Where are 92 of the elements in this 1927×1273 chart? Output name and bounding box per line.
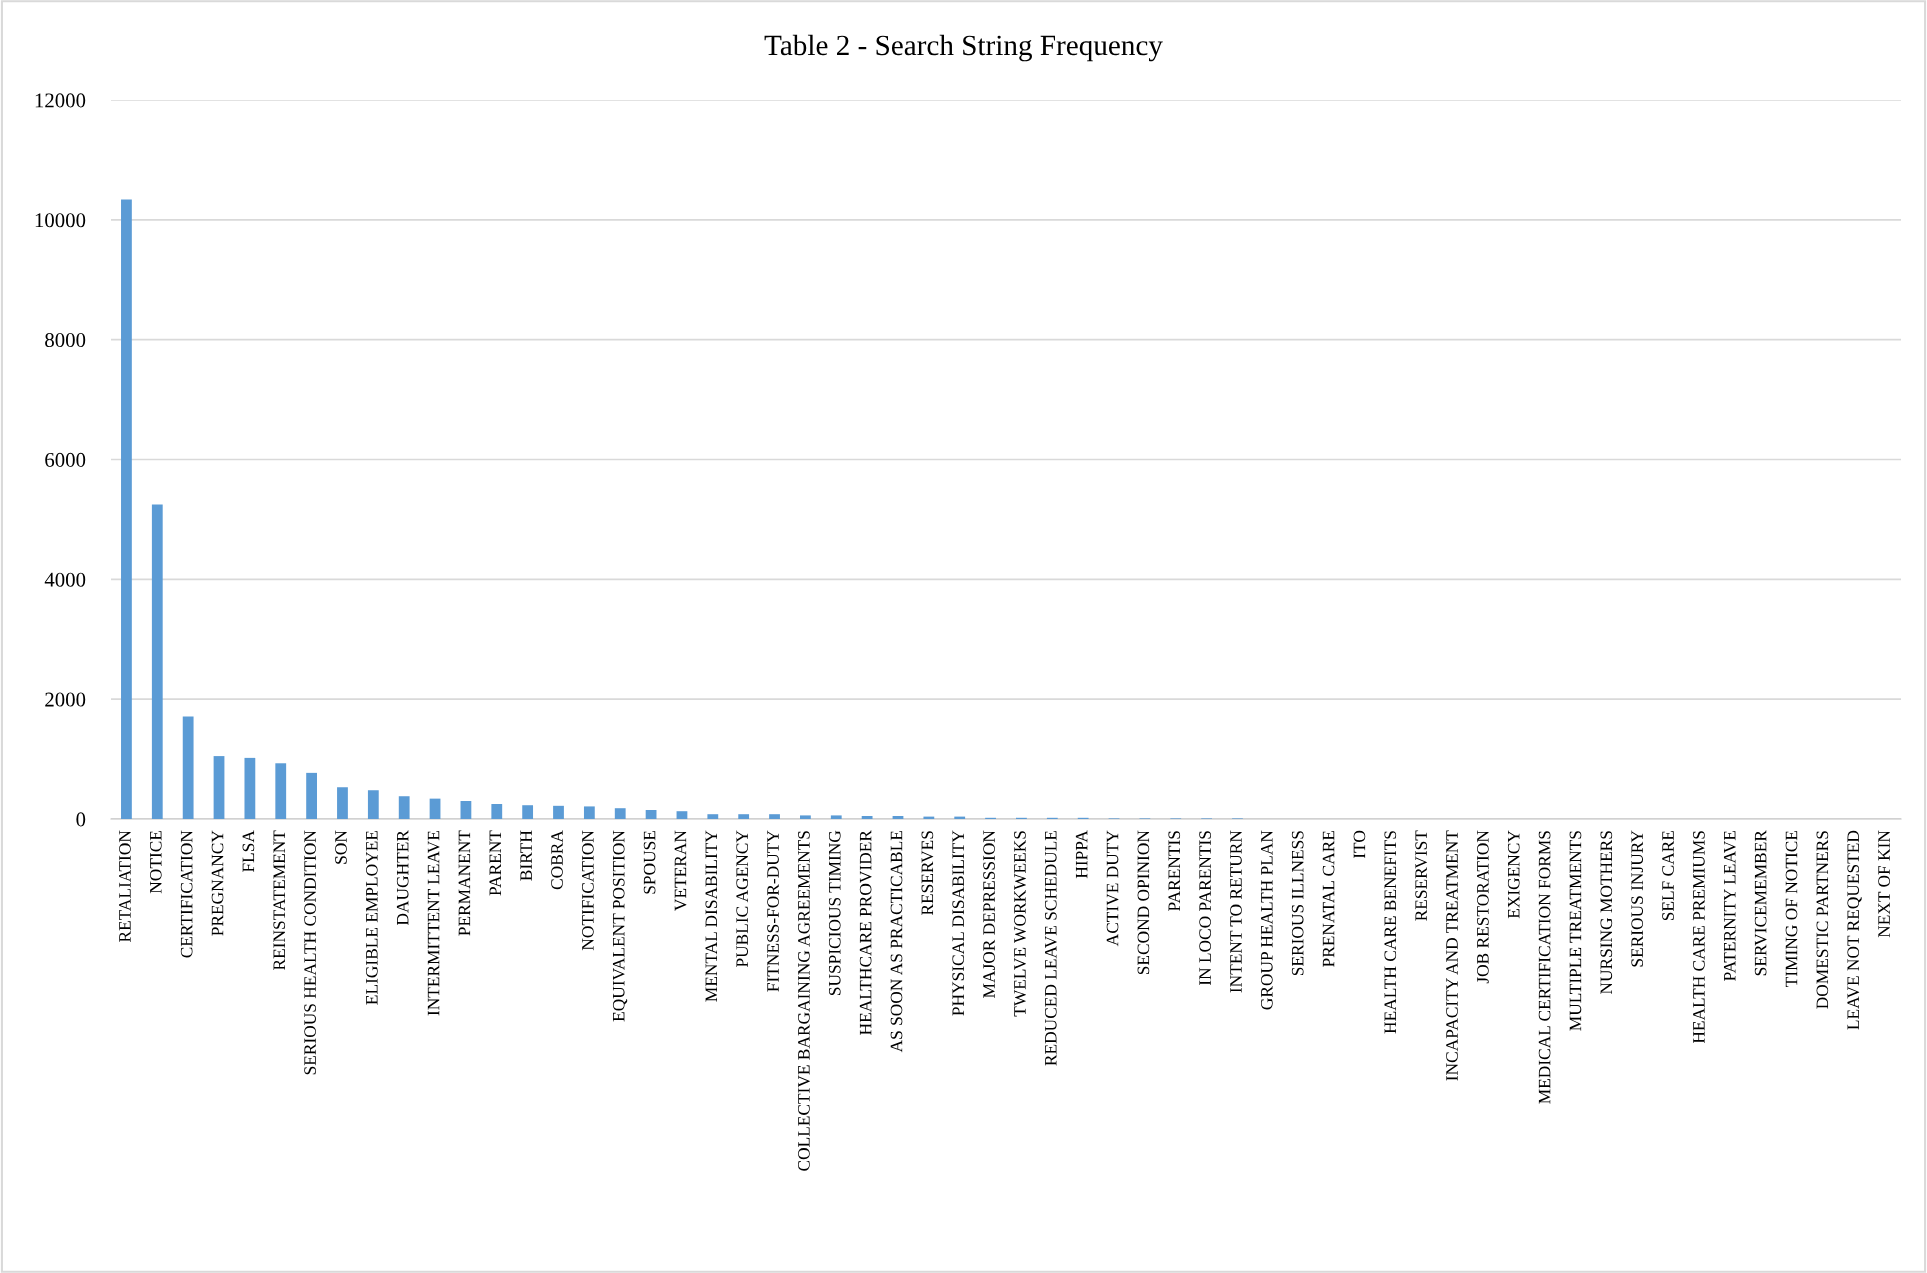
x-tick-label: COBRA [551,830,563,890]
x-tick-label: INCAPACITY AND TREATMENT [1446,830,1458,1081]
y-tick-label: 8000 [45,333,86,348]
x-tick-label: RETALIATION [119,830,131,942]
x-tick-label: SERIOUS INJURY [1631,830,1644,967]
x-tick-label: NOTIFICATION [582,830,594,951]
y-tick-label: 10000 [35,213,86,228]
x-tick-label: PREGNANCY [211,830,224,936]
x-tick-label: AS SOON AS PRACTICABLE [890,830,903,1053]
x-tick-label: PARENTIS [1168,831,1181,911]
x-tick-label: SON [335,830,347,864]
bar [861,816,873,819]
bar [429,798,441,819]
bar [460,801,472,819]
x-tick-label: SECOND OPINION [1137,830,1150,975]
x-tick-label: NEXT OF KIN [1878,830,1890,938]
x-tick-label: MULTIPLE TREATMENTS [1569,831,1582,1031]
x-tick-label: SERIOUS ILLNESS [1291,831,1304,976]
x-tick-label: VETERAN [674,830,687,911]
x-tick-label: SERIOUS HEALTH CONDITION [304,830,316,1075]
bar [892,816,904,819]
bar [553,805,564,819]
x-tick-label: SERVICEMEMBER [1754,830,1767,976]
x-tick-label: HIPPA [1075,830,1088,879]
y-tick-label: 12000 [35,93,86,108]
x-tick-label: ITO [1353,830,1366,859]
x-tick-label: NURSING MOTHERS [1600,831,1613,995]
x-tick-label: NOTICE [149,830,162,894]
y-tick-label: 6000 [45,452,86,467]
x-tick-label: PARENT [489,830,501,896]
bar [830,815,842,819]
bar [614,808,626,819]
bar [244,757,256,819]
x-tick-label: HEALTHCARE PROVIDER [859,830,872,1035]
bar [522,805,534,819]
bar [213,756,225,819]
x-tick-label: IN LOCO PARENTIS [1199,831,1211,986]
x-tick-label: COLLECTIVE BARGAINING AGREEMENTS [798,831,810,1171]
x-tick-label: HEALTH CARE PREMIUMS [1693,831,1705,1044]
bar [121,199,132,819]
x-tick-label: GROUP HEALTH PLAN [1261,830,1273,1010]
x-tick-label: BIRTH [520,830,532,881]
x-tick-label: PUBLIC AGENCY [736,830,749,968]
bar [800,815,811,819]
bar [738,814,750,819]
x-tick-label: MEDICAL CERTIFICATION FORMS [1538,831,1551,1104]
x-tick-label: TIMING OF NOTICE [1785,830,1798,987]
x-tick-label: PERMANENT [458,830,471,936]
x-tick-label: SPOUSE [643,830,656,894]
x-tick-label: SELF CARE [1662,830,1674,921]
x-tick-label: RESERVIST [1415,830,1428,921]
bar [337,787,348,819]
x-tick-label: CERTIFICATION [180,830,193,958]
chart-title: Table 2 - Search String Frequency [764,34,1163,62]
x-tick-label: INTENT TO RETURN [1230,830,1242,993]
bar [275,763,287,819]
bar [151,504,163,819]
bar [367,790,379,819]
x-tick-label: LEAVE NOT REQUESTED [1847,830,1862,1030]
bar [769,814,780,819]
bar [707,814,719,819]
y-tick-label: 0 [76,812,86,827]
x-tick-label: TWELVE WORKWEEKS [1014,831,1026,1017]
x-tick-label: FLSA [242,830,255,873]
x-tick-label: ELIGIBLE EMPLOYEE [366,830,378,1005]
x-tick-label: HEALTH CARE BENEFITS [1384,831,1397,1034]
x-tick-label: MAJOR DEPRESSION [983,830,995,998]
x-tick-label: PRENATAL CARE [1322,830,1335,967]
bar [398,796,410,819]
x-tick-label: PATERNITY LEAVE [1723,830,1736,981]
x-tick-label: ACTIVE DUTY [1106,830,1119,947]
x-tick-label: INTERMITTENT LEAVE [427,830,440,1016]
x-tick-label: JOB RESTORATION [1477,830,1489,984]
y-tick-label: 2000 [45,692,86,707]
x-tick-label: REINSTATEMENT [273,830,286,970]
y-tick-label: 4000 [44,572,86,587]
bar [676,811,688,819]
x-tick-label: SUSPICIOUS TIMING [828,830,841,996]
x-tick-label: DOMESTIC PARTNERS [1816,831,1829,1009]
x-tick-label: PHYSICAL DISABILITY [952,830,965,1016]
x-tick-label: EQUIVALENT POSITION [612,830,628,1022]
bar [645,810,657,819]
x-tick-label: REDUCED LEAVE SCHEDULE [1044,830,1057,1066]
bar [491,804,503,819]
x-tick-label: EXIGENCY [1507,830,1520,919]
bar [306,772,317,819]
bar [583,806,595,819]
bar [182,716,194,819]
x-tick-label: RESERVES [921,831,934,916]
x-tick-label: DAUGHTER [396,830,409,926]
x-tick-label: FITNESS-FOR-DUTY [767,830,779,992]
x-tick-label: MENTAL DISABILITY [705,830,718,1002]
